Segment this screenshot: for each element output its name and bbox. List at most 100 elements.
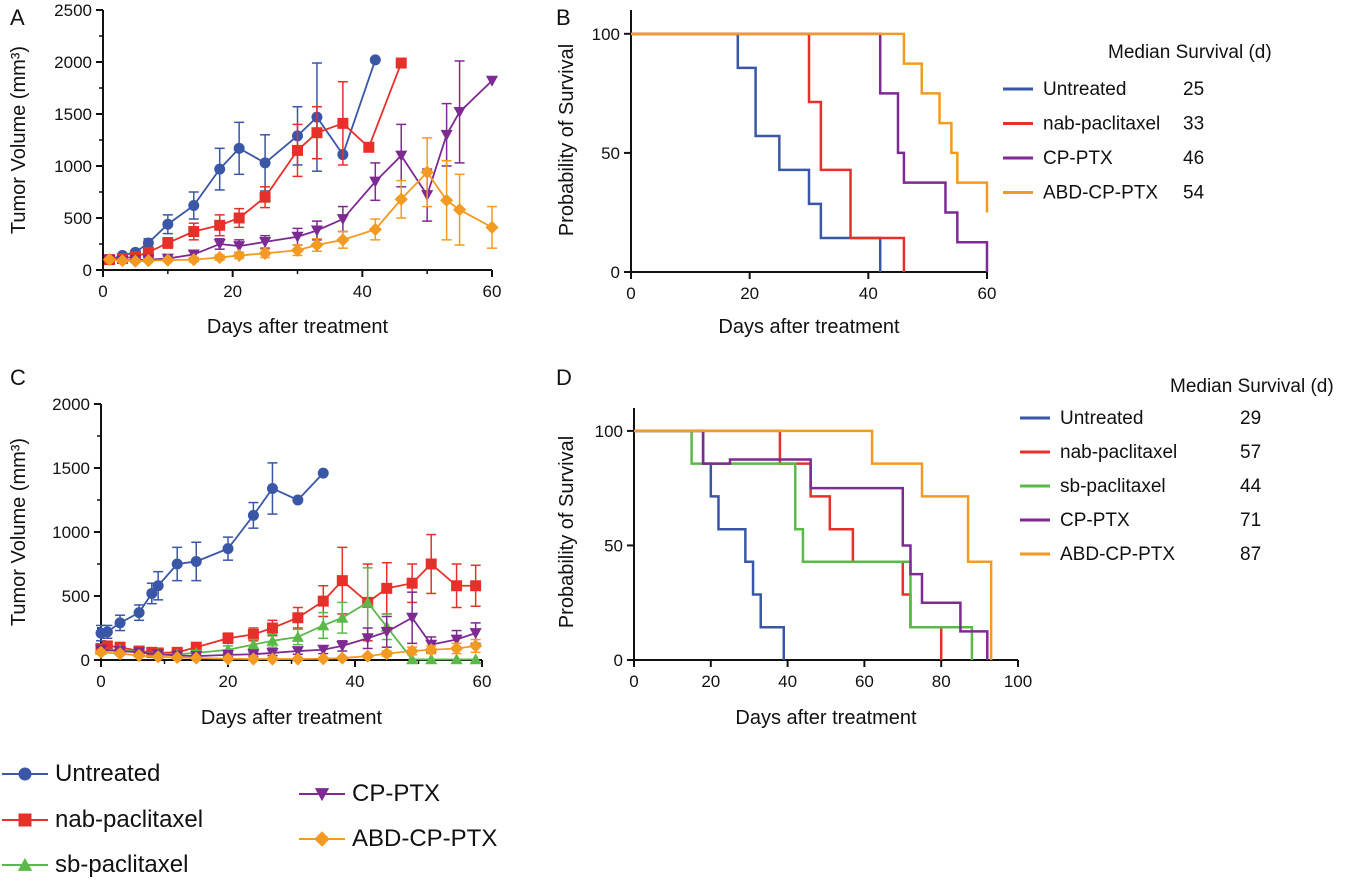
- series-line: [100, 562, 476, 654]
- panel-label-b: B: [556, 5, 571, 30]
- legend-label-cp: CP-PTX: [352, 780, 440, 807]
- data-point: [247, 628, 259, 640]
- data-point: [337, 117, 349, 129]
- data-point: [336, 575, 348, 587]
- km-curve-nab: [631, 32, 906, 272]
- legend-marker-abd: [314, 831, 330, 847]
- legend-median: 87: [1240, 544, 1261, 565]
- data-point: [187, 253, 201, 267]
- data-point: [246, 652, 260, 666]
- data-point: [141, 254, 155, 268]
- legend-label: Untreated: [1060, 408, 1143, 429]
- data-point: [101, 640, 113, 652]
- y-tick-label: 0: [83, 261, 92, 280]
- data-point: [291, 231, 304, 243]
- panel-b: B 0 20 40 60 0 50 100 Days after treatment Proba…: [556, 5, 1272, 338]
- km-curve-cp: [631, 32, 989, 272]
- km-curve-nab: [634, 429, 943, 660]
- data-point: [380, 626, 393, 638]
- panel-label-c: C: [10, 365, 26, 390]
- data-point: [132, 648, 146, 663]
- data-point: [94, 645, 108, 659]
- data-point: [146, 587, 158, 599]
- data-point: [188, 226, 200, 238]
- x-tick-label: 0: [626, 284, 635, 303]
- y-tick-label: 1500: [54, 105, 92, 124]
- data-point: [450, 634, 463, 646]
- x-tick-label: 40: [353, 282, 372, 301]
- data-point: [425, 653, 438, 665]
- data-point: [425, 558, 437, 570]
- data-point: [361, 633, 374, 645]
- series-cp: [103, 60, 499, 267]
- data-point: [222, 543, 234, 555]
- data-point: [311, 127, 323, 139]
- data-point: [291, 652, 305, 666]
- x-tick-label: 0: [629, 672, 638, 691]
- data-point: [361, 649, 375, 663]
- legend-median: 46: [1183, 148, 1204, 169]
- series-line: [100, 472, 324, 635]
- y-tick-label: 0: [614, 651, 623, 670]
- data-point: [381, 582, 393, 594]
- data-point: [222, 632, 234, 644]
- y-tick-label: 500: [64, 209, 92, 228]
- data-point: [259, 236, 272, 248]
- y-tick-label: 50: [604, 536, 623, 555]
- data-point: [310, 225, 323, 237]
- legend-median: 54: [1183, 183, 1205, 204]
- legend-label: sb-paclitaxel: [1060, 476, 1166, 497]
- y-axis-label: Tumor Volume (mm³): [8, 438, 30, 626]
- data-point: [171, 558, 183, 570]
- data-point: [440, 193, 454, 207]
- data-point: [420, 165, 434, 179]
- data-point: [188, 200, 200, 212]
- data-point: [189, 651, 203, 665]
- data-point: [470, 580, 482, 592]
- data-point: [485, 75, 499, 87]
- km-curve-untreated: [634, 429, 786, 660]
- data-point: [290, 243, 305, 257]
- data-point: [115, 254, 130, 268]
- y-axis-label: Probability of Survival: [556, 44, 578, 236]
- data-point: [406, 612, 419, 624]
- data-point: [170, 650, 184, 665]
- series-untreated: [95, 462, 329, 642]
- y-tick-label: 0: [611, 263, 620, 282]
- legend-median: 44: [1240, 476, 1262, 497]
- legend-median: 57: [1240, 442, 1261, 463]
- median-survival-legend: Median Survival (d) Untreated 25 nab-paclit…: [1003, 42, 1272, 204]
- x-tick-label: 100: [1004, 672, 1032, 691]
- data-point: [291, 630, 304, 642]
- panel-d: D 0 20 40 60 80 100 0 50 100 Days after treatment…: [556, 365, 1334, 729]
- km-curve-sb: [634, 429, 974, 660]
- data-point: [469, 639, 483, 653]
- bottom-legend: Untreated nab-paclitaxel sb-paclitaxel CP-P…: [2, 760, 497, 878]
- x-axis-label: Days after treatment: [718, 316, 900, 338]
- data-point: [336, 214, 349, 226]
- data-point: [114, 617, 126, 629]
- data-point: [317, 467, 329, 479]
- legend-label: CP-PTX: [1060, 510, 1130, 531]
- legend-label: CP-PTX: [1043, 148, 1113, 169]
- data-point: [317, 644, 330, 656]
- legend-title: Median Survival (d): [1170, 376, 1334, 397]
- data-point: [214, 163, 226, 175]
- data-point: [162, 237, 174, 249]
- data-point: [233, 142, 245, 154]
- data-point: [233, 241, 246, 253]
- data-point: [259, 157, 271, 169]
- data-point: [247, 509, 259, 521]
- data-point: [406, 653, 419, 665]
- legend-median: 25: [1183, 79, 1204, 100]
- series-abd: [102, 137, 499, 268]
- legend-label-abd: ABD-CP-PTX: [352, 825, 497, 852]
- data-point: [485, 220, 499, 234]
- y-tick-label: 500: [62, 587, 90, 606]
- y-tick-label: 2000: [52, 395, 90, 414]
- data-point: [232, 248, 246, 263]
- km-curve-untreated: [631, 32, 882, 272]
- data-point: [453, 106, 466, 118]
- x-tick-label: 40: [859, 284, 878, 303]
- y-axis-label: Probability of Survival: [556, 436, 578, 628]
